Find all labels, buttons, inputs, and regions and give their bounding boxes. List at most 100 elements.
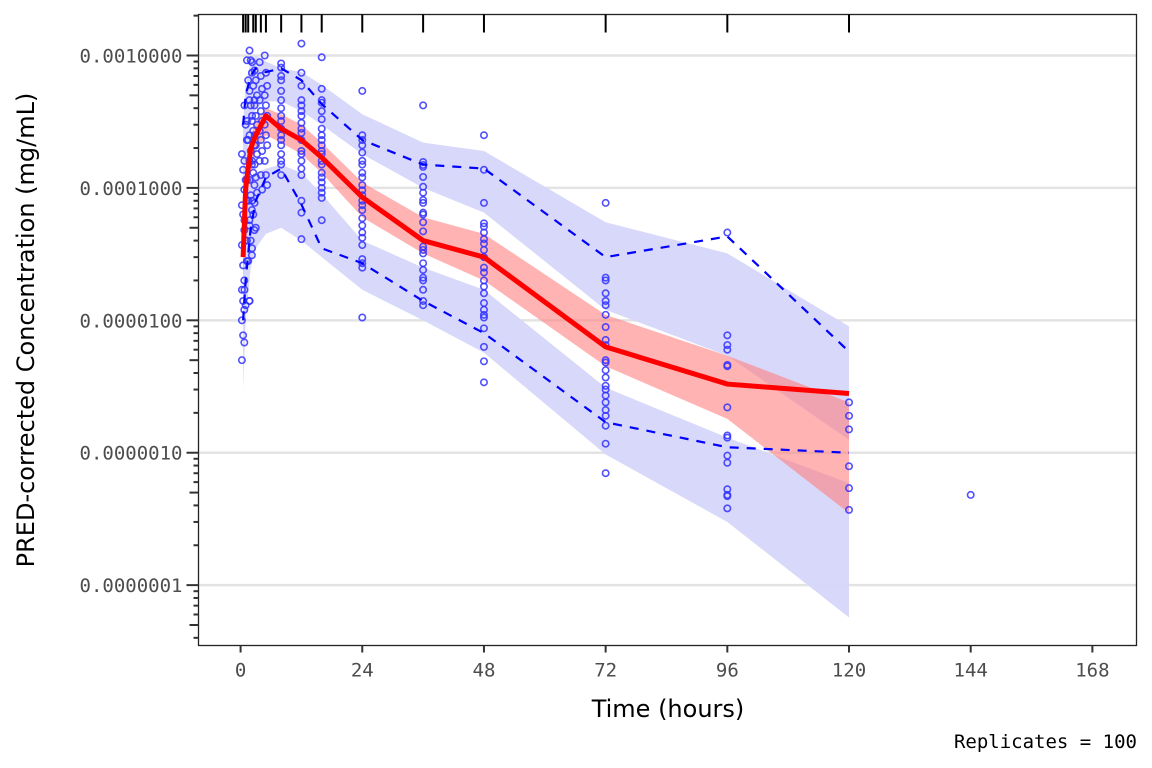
y-tick-label: 0.0000010: [80, 443, 183, 465]
y-axis-title: PRED-corrected Concentration (mg/mL): [12, 93, 40, 568]
observation-point: [479, 357, 488, 366]
observation-point: [601, 366, 610, 375]
observation-point: [358, 148, 367, 157]
observation-point: [601, 289, 610, 298]
observed-median-line: [240, 113, 850, 397]
observation-point: [479, 268, 488, 277]
observation-point: [601, 373, 610, 382]
observation-point: [358, 136, 367, 145]
observation-point: [250, 101, 259, 110]
observation-point: [277, 141, 286, 150]
observation-point: [261, 68, 270, 77]
observation-point: [250, 160, 259, 169]
observation-point: [419, 296, 428, 305]
observation-point: [845, 505, 854, 514]
observation-point: [479, 263, 488, 272]
observation-point: [601, 301, 610, 310]
observation-point: [277, 117, 286, 126]
observation-point: [419, 249, 428, 258]
observation-point: [601, 411, 610, 420]
observation-point: [255, 156, 264, 165]
observation-point: [260, 156, 269, 165]
observation-point: [419, 210, 428, 219]
observation-point: [479, 378, 488, 387]
observation-point: [317, 131, 326, 140]
observation-point: [297, 96, 306, 105]
observation-point: [237, 285, 246, 294]
observation-point: [601, 273, 610, 282]
observation-point: [358, 131, 367, 140]
observation-point: [277, 136, 286, 145]
observation-point: [277, 160, 286, 169]
observation-point: [317, 193, 326, 202]
observation-point: [479, 305, 488, 314]
observation-point: [297, 107, 306, 116]
observation-point: [297, 156, 306, 165]
observation-point: [251, 223, 260, 232]
observation-point: [358, 186, 367, 195]
observation-point: [297, 68, 306, 77]
observation-point: [297, 171, 306, 180]
observation-point: [358, 156, 367, 165]
observation-point: [250, 198, 259, 207]
x-tick-label: 144: [954, 660, 988, 682]
observation-point: [297, 39, 306, 48]
observation-point: [358, 259, 367, 268]
observation-point: [723, 403, 732, 412]
observation-point: [479, 198, 488, 207]
observation-point: [237, 316, 246, 325]
y-tick-label: 0.0010000: [80, 45, 183, 67]
observation-point: [601, 381, 610, 390]
y-tick-label: 0.0000001: [80, 575, 183, 597]
observation-point: [317, 84, 326, 93]
observation-point: [245, 46, 254, 55]
observation-point: [317, 168, 326, 177]
observation-point: [258, 185, 267, 194]
x-tick-label: 24: [351, 660, 374, 682]
observation-point: [723, 341, 732, 350]
observation-point: [419, 301, 428, 310]
observation-point: [260, 91, 269, 100]
observation-point: [247, 117, 256, 126]
observation-point: [297, 235, 306, 244]
observation-point: [239, 331, 248, 340]
observation-point: [317, 115, 326, 124]
observation-point: [358, 214, 367, 223]
observation-point: [237, 150, 246, 159]
observation-point: [845, 462, 854, 471]
observation-point: [601, 336, 610, 345]
observation-point: [479, 324, 488, 333]
observation-point: [237, 356, 246, 365]
observation-point: [601, 469, 610, 478]
observation-point: [256, 107, 265, 116]
x-axis: 0 24 48 72 96 120 144 168: [235, 645, 1110, 682]
panel-border: [197, 13, 1138, 647]
observation-point: [277, 156, 286, 165]
observation-point: [845, 484, 854, 493]
observation-point: [479, 235, 488, 244]
observation-point: [419, 227, 428, 236]
observation-point: [419, 273, 428, 282]
observation-point: [297, 208, 306, 217]
ribbon-upper-pi: [243, 55, 850, 440]
x-tick-label: 48: [473, 660, 496, 682]
observation-point: [248, 58, 257, 67]
observation-point: [419, 188, 428, 197]
observation-point: [240, 338, 249, 347]
observation-point: [479, 219, 488, 228]
observation-point: [358, 201, 367, 210]
observation-point: [723, 228, 732, 237]
observation-point: [601, 296, 610, 305]
observation-point: [263, 81, 272, 90]
observation-point: [845, 398, 854, 407]
observation-point: [277, 111, 286, 120]
observation-point: [317, 188, 326, 197]
observation-point: [419, 198, 428, 207]
prediction-interval-ribbons: [243, 55, 850, 618]
observation-point: [251, 111, 260, 120]
observation-point: [358, 313, 367, 322]
observation-point: [358, 168, 367, 177]
observation-point: [317, 98, 326, 107]
observation-point: [723, 362, 732, 371]
